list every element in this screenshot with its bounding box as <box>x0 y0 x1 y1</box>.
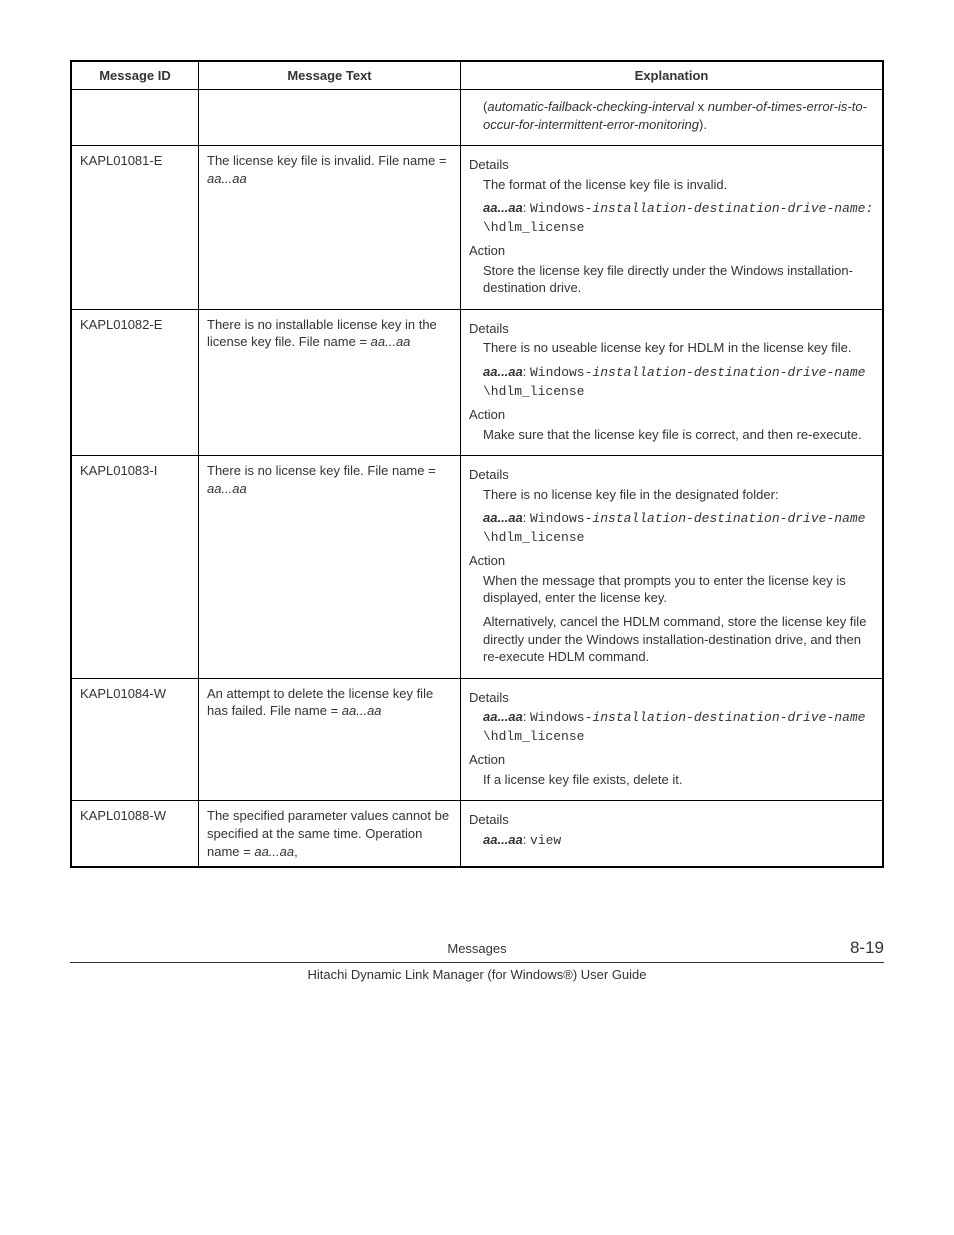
details-text: There is no license key file in the desi… <box>483 486 874 504</box>
cell-explanation: Details The format of the license key fi… <box>461 146 884 310</box>
table-row: KAPL01081-E The license key file is inva… <box>71 146 883 310</box>
msg-text: An attempt to delete the license key fil… <box>207 686 433 719</box>
exp-text: : <box>523 832 530 847</box>
cell-message-id: KAPL01081-E <box>71 146 199 310</box>
msg-text-italic: aa...aa <box>207 171 247 186</box>
exp-mono: Windows- <box>530 201 592 216</box>
cell-message-text: The specified parameter values cannot be… <box>199 801 461 867</box>
exp-text: x <box>694 99 708 114</box>
cell-message-id: KAPL01084-W <box>71 678 199 801</box>
msg-text: , <box>294 844 298 859</box>
exp-mono: view <box>530 833 561 848</box>
page-footer: Messages 8-19 Hitachi Dynamic Link Manag… <box>70 938 884 982</box>
action-label: Action <box>469 406 874 424</box>
msg-text-italic: aa...aa <box>371 334 411 349</box>
exp-mono: Windows- <box>530 365 592 380</box>
cell-message-id <box>71 90 199 146</box>
action-label: Action <box>469 552 874 570</box>
details-label: Details <box>469 811 874 829</box>
action-label: Action <box>469 751 874 769</box>
msg-text-italic: aa...aa <box>342 703 382 718</box>
details-label: Details <box>469 466 874 484</box>
cell-message-text: The license key file is invalid. File na… <box>199 146 461 310</box>
header-message-id: Message ID <box>71 61 199 90</box>
cell-explanation: Details aa...aa: Windows-installation-de… <box>461 678 884 801</box>
exp-mono-italic: installation-destination-drive-name <box>592 710 865 725</box>
action-label: Action <box>469 242 874 260</box>
header-message-text: Message Text <box>199 61 461 90</box>
aa-placeholder: aa...aa <box>483 200 523 215</box>
aa-placeholder: aa...aa <box>483 364 523 379</box>
details-label: Details <box>469 156 874 174</box>
exp-mono: \hdlm_license <box>483 530 584 545</box>
action-text: If a license key file exists, delete it. <box>483 771 874 789</box>
exp-mono-italic: installation-destination-drive-name <box>592 511 865 526</box>
exp-mono: \hdlm_license <box>483 220 584 235</box>
details-text: The format of the license key file is in… <box>483 176 874 194</box>
exp-text: : <box>523 200 530 215</box>
exp-mono: Windows- <box>530 511 592 526</box>
details-text: There is no useable license key for HDLM… <box>483 339 874 357</box>
exp-text: : <box>523 709 530 724</box>
exp-mono-italic: installation-destination-drive-name <box>592 365 865 380</box>
exp-mono: \hdlm_license <box>483 384 584 399</box>
msg-text: The license key file is invalid. File na… <box>207 153 447 168</box>
page-container: Message ID Message Text Explanation (aut… <box>0 0 954 1022</box>
msg-text: There is no license key file. File name … <box>207 463 436 478</box>
messages-table: Message ID Message Text Explanation (aut… <box>70 60 884 868</box>
table-row: KAPL01088-W The specified parameter valu… <box>71 801 883 867</box>
cell-message-text: An attempt to delete the license key fil… <box>199 678 461 801</box>
table-row: KAPL01084-W An attempt to delete the lic… <box>71 678 883 801</box>
cell-message-text: There is no installable license key in t… <box>199 309 461 455</box>
table-header-row: Message ID Message Text Explanation <box>71 61 883 90</box>
exp-text: : <box>523 364 530 379</box>
cell-explanation: Details aa...aa: view <box>461 801 884 867</box>
exp-text: : <box>523 510 530 525</box>
details-label: Details <box>469 689 874 707</box>
table-row: (automatic-failback-checking-interval x … <box>71 90 883 146</box>
action-text: Store the license key file directly unde… <box>483 262 874 297</box>
cell-message-id: KAPL01088-W <box>71 801 199 867</box>
action-text: Alternatively, cancel the HDLM command, … <box>483 613 874 666</box>
action-text: When the message that prompts you to ent… <box>483 572 874 607</box>
cell-message-id: KAPL01083-I <box>71 456 199 678</box>
cell-explanation: Details There is no license key file in … <box>461 456 884 678</box>
msg-text: The specified parameter values cannot be… <box>207 808 449 858</box>
aa-placeholder: aa...aa <box>483 832 523 847</box>
cell-explanation: Details There is no useable license key … <box>461 309 884 455</box>
exp-mono: Windows- <box>530 710 592 725</box>
header-explanation: Explanation <box>461 61 884 90</box>
footer-page-number: 8-19 <box>824 938 884 958</box>
cell-message-text <box>199 90 461 146</box>
exp-mono-italic: installation-destination-drive-name: <box>592 201 873 216</box>
aa-placeholder: aa...aa <box>483 510 523 525</box>
msg-text-italic: aa...aa <box>254 844 294 859</box>
cell-explanation: (automatic-failback-checking-interval x … <box>461 90 884 146</box>
aa-placeholder: aa...aa <box>483 709 523 724</box>
action-text: Make sure that the license key file is c… <box>483 426 874 444</box>
cell-message-text: There is no license key file. File name … <box>199 456 461 678</box>
cell-message-id: KAPL01082-E <box>71 309 199 455</box>
exp-mono: \hdlm_license <box>483 729 584 744</box>
footer-doc-title: Hitachi Dynamic Link Manager (for Window… <box>70 967 884 982</box>
exp-text: ). <box>699 117 707 132</box>
table-row: KAPL01082-E There is no installable lice… <box>71 309 883 455</box>
table-row: KAPL01083-I There is no license key file… <box>71 456 883 678</box>
details-label: Details <box>469 320 874 338</box>
exp-text-italic: automatic-failback-checking-interval <box>487 99 694 114</box>
msg-text-italic: aa...aa <box>207 481 247 496</box>
footer-section-title: Messages <box>130 941 824 956</box>
